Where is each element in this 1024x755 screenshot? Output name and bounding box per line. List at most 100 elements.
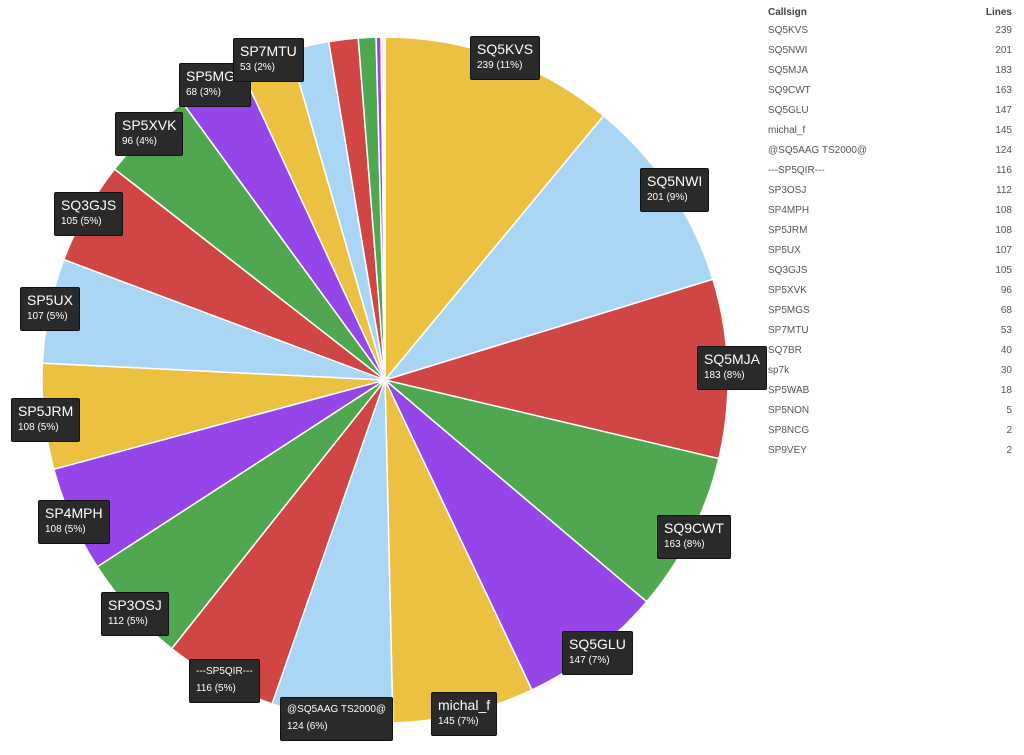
lines-cell: 239 [995, 24, 1012, 36]
slice-label-name: SQ5NWI [647, 173, 703, 189]
lines-cell: 68 [1000, 304, 1012, 316]
slice-label-value: 145 (7%) [438, 716, 479, 727]
slice-label: SQ3GJS 105 (5%) [54, 192, 124, 236]
callsign-cell: SQ5MJA [768, 64, 809, 76]
slice-label-value: 163 (8%) [664, 539, 705, 550]
callsign-cell: SQ7BR [768, 344, 802, 356]
slice-label-value: 107 (5%) [27, 311, 68, 322]
lines-cell: 5 [1006, 404, 1012, 416]
callsign-cell: ---SP5QIR--- [768, 164, 825, 176]
lines-cell: 116 [996, 164, 1012, 176]
table-row: SP7MTU 53 [764, 320, 1016, 340]
slice-label-name: SP5MGS [186, 68, 245, 84]
table-row: SP5MGS 68 [764, 300, 1016, 320]
callsign-cell: SP5NON [768, 404, 810, 416]
callsign-cell: SP9VEY [768, 444, 807, 456]
slice-label-name: SP5UX [27, 292, 73, 308]
table-row: SQ3GJS 105 [764, 260, 1016, 280]
table-row: @SQ5AAG TS2000@ 124 [764, 140, 1016, 160]
slice-label-name: SP4MPH [45, 505, 103, 521]
callsign-cell: sp7k [768, 364, 790, 376]
lines-cell: 108 [995, 224, 1012, 236]
callsign-cell: SQ5KVS [768, 24, 809, 36]
lines-cell: 40 [1000, 344, 1012, 356]
lines-cell: 2 [1006, 424, 1012, 436]
slice-label: SP5UX 107 (5%) [20, 287, 80, 331]
callsign-cell: SP3OSJ [768, 184, 807, 196]
callsign-cell: SQ9CWT [768, 84, 811, 96]
callsign-cell: SP5JRM [768, 224, 808, 236]
lines-cell: 108 [995, 204, 1012, 216]
pie-slice[interactable] [382, 36, 386, 381]
callsign-cell: SP4MPH [768, 204, 810, 216]
table-row: SP4MPH 108 [764, 200, 1016, 220]
callsign-cell: SP5WAB [768, 384, 810, 396]
slice-label-name: @SQ5AAG TS2000@ [287, 704, 387, 715]
lines-cell: 201 [995, 44, 1012, 56]
table-row: SP5JRM 108 [764, 220, 1016, 240]
slice-label-value: 183 (8%) [704, 370, 745, 381]
table-header-row: Callsign Lines [764, 4, 1016, 20]
lines-cell: 183 [995, 64, 1012, 76]
table-body: SQ5KVS 239 SQ5NWI 201 SQ5MJA 183 SQ9CWT 163 SQ5G… [764, 20, 1016, 460]
table-row: SP8NCG 2 [764, 420, 1016, 440]
lines-cell: 147 [995, 104, 1012, 116]
slice-label: SQ5KVS 239 (11%) [470, 36, 541, 80]
lines-cell: 163 [995, 84, 1012, 96]
slice-label: @SQ5AAG TS2000@ 124 (6%) [280, 697, 394, 741]
slice-label-name: SQ5MJA [704, 351, 761, 367]
table-row: sp7k 30 [764, 360, 1016, 380]
slice-label-value: 68 (3%) [186, 87, 222, 98]
slice-label-value: 147 (7%) [569, 655, 610, 666]
slice-label: SP7MTU 53 (2%) [233, 38, 304, 82]
slice-label-value: 108 (5%) [18, 422, 59, 433]
table-row: SP3OSJ 112 [764, 180, 1016, 200]
slice-label-name: michal_f [438, 697, 491, 713]
slice-label: SP3OSJ 112 (5%) [101, 592, 169, 636]
slice-label: SQ9CWT 163 (8%) [657, 515, 731, 559]
table-row: SQ7BR 40 [764, 340, 1016, 360]
slice-label-name: SQ3GJS [61, 197, 117, 213]
slice-label-value: 239 (11%) [477, 60, 523, 71]
slice-label-name: SQ9CWT [664, 520, 724, 536]
table-row: SQ5GLU 147 [764, 100, 1016, 120]
slice-label-name: SP3OSJ [108, 597, 162, 613]
callsign-cell: SP8NCG [768, 424, 810, 436]
lines-cell: 30 [1000, 364, 1012, 376]
slice-label-value: 124 (6%) [287, 721, 328, 732]
slice-label-value: 96 (4%) [122, 136, 158, 147]
slice-label: SP5JRM 108 (5%) [11, 398, 81, 442]
slice-label: ---SP5QIR--- 116 (5%) [189, 659, 260, 703]
slice-label: SP5XVK 96 (4%) [115, 112, 184, 156]
lines-cell: 107 [995, 244, 1012, 256]
slice-label-value: 112 (5%) [108, 616, 148, 627]
slice-label-name: SQ5GLU [569, 636, 626, 652]
table-row: SP5WAB 18 [764, 380, 1016, 400]
callsign-cell: SQ3GJS [768, 264, 808, 276]
table-row: SQ9CWT 163 [764, 80, 1016, 100]
slice-label-name: ---SP5QIR--- [196, 666, 253, 677]
slice-label-value: 201 (9%) [647, 192, 688, 203]
slice-label-value: 108 (5%) [45, 524, 86, 535]
slice-label-name: SP7MTU [240, 43, 297, 59]
table-row: SP9VEY 2 [764, 440, 1016, 460]
table-row: michal_f 145 [764, 120, 1016, 140]
slice-label-name: SP5XVK [122, 117, 177, 133]
callsign-cell: SQ5GLU [768, 104, 809, 116]
slice-label-name: SP5JRM [18, 403, 74, 419]
callsign-cell: SP5XVK [768, 284, 807, 296]
lines-header: Lines [985, 6, 1012, 18]
callsign-cell: SQ5NWI [768, 44, 808, 56]
slice-label-name: SQ5KVS [477, 41, 534, 57]
table-row: SQ5KVS 239 [764, 20, 1016, 40]
slice-label: SQ5GLU 147 (7%) [562, 631, 633, 675]
slice-label-value: 53 (2%) [240, 62, 276, 73]
slice-label: SP5MGS 68 (3%) [179, 63, 252, 107]
slice-label: SQ5MJA 183 (8%) [697, 346, 768, 390]
callsign-cell: SP5UX [768, 244, 801, 256]
table-row: SP5UX 107 [764, 240, 1016, 260]
lines-cell: 145 [995, 124, 1012, 136]
slice-label: michal_f 145 (7%) [431, 692, 498, 736]
slice-label: SQ5NWI 201 (9%) [640, 168, 710, 212]
table-row: ---SP5QIR--- 116 [764, 160, 1016, 180]
